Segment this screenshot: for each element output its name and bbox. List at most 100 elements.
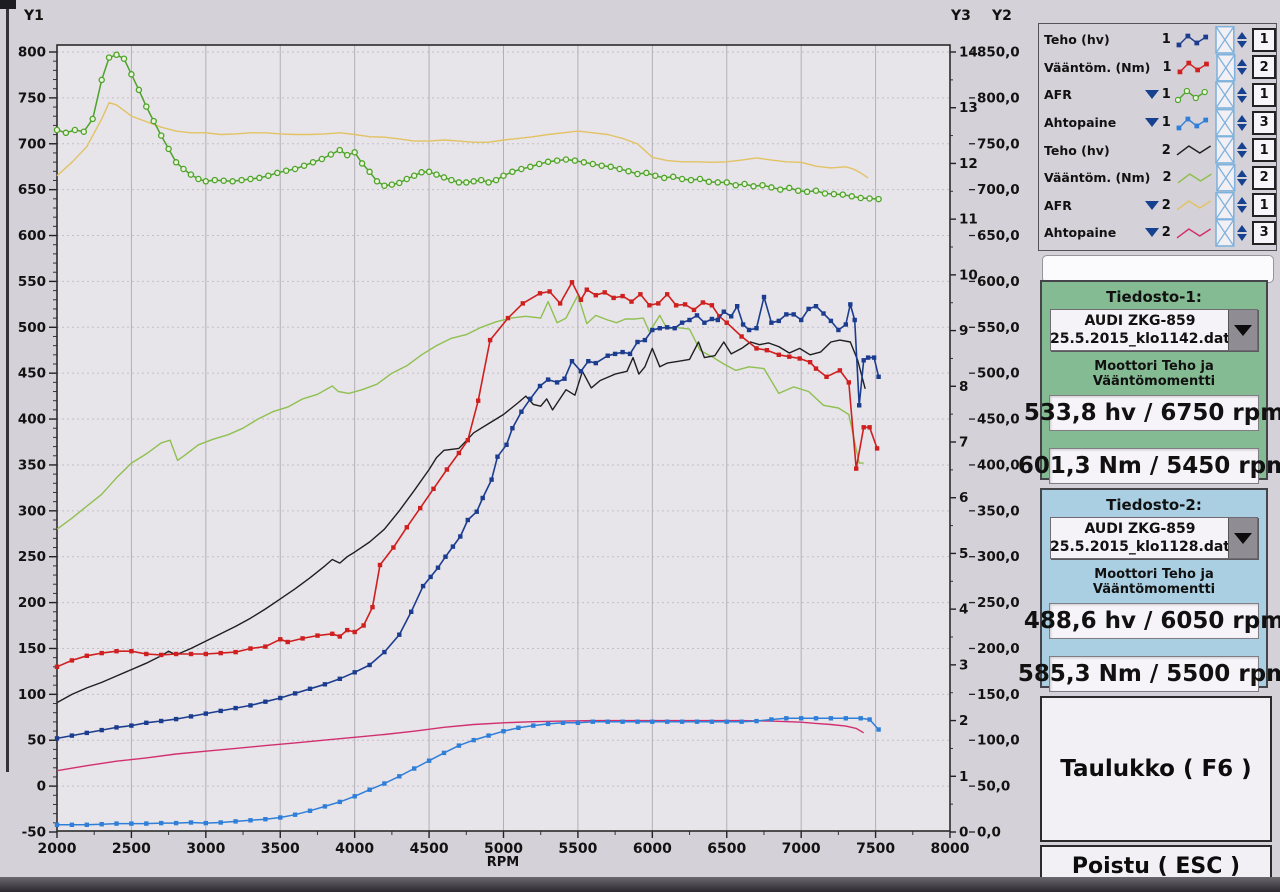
- legend-xbox-toggle[interactable]: [1215, 136, 1236, 164]
- svg-text:150: 150: [18, 641, 46, 657]
- legend-row-vaanto1[interactable]: Vääntöm. (Nm) 1 2: [1044, 53, 1276, 82]
- svg-text:700: 700: [18, 136, 46, 152]
- spinner-up-icon: [1237, 114, 1248, 122]
- svg-text:700,0: 700,0: [977, 182, 1020, 198]
- legend-run-number: 1: [1161, 32, 1171, 48]
- file1-select[interactable]: AUDI ZKG-859 25.5.2015_klo1142.dat: [1050, 309, 1258, 351]
- legend-label: Vääntöm. (Nm): [1044, 59, 1151, 75]
- svg-text:5000: 5000: [484, 841, 523, 857]
- svg-text:-50: -50: [22, 825, 46, 841]
- legend-xbox-toggle[interactable]: [1216, 53, 1236, 82]
- legend-xbox-toggle[interactable]: [1215, 191, 1236, 220]
- svg-text:450,0: 450,0: [977, 412, 1020, 428]
- legend-dropdown-icon[interactable]: [1143, 200, 1160, 210]
- legend-run-number: 2: [1161, 225, 1171, 241]
- file1-power-readout: 533,8 hv / 6750 rpm: [1024, 395, 1280, 431]
- scan-edge-corner: [0, 0, 16, 9]
- legend-axis-spinner[interactable]: [1237, 55, 1249, 79]
- legend-run-number: 1: [1161, 87, 1171, 103]
- legend-row-vaanto2[interactable]: Vääntöm. (Nm) 2 2: [1044, 163, 1276, 192]
- legend-axis-spinner[interactable]: [1236, 83, 1248, 107]
- spinner-down-icon: [1237, 233, 1248, 241]
- series-teho1: [54, 294, 881, 741]
- legend-line-sample: [1176, 33, 1208, 48]
- y1-axis-title: Y1: [24, 8, 44, 24]
- legend-row-ahtopaine1[interactable]: Ahtopaine 1 3: [1044, 108, 1276, 137]
- legend-xbox-toggle[interactable]: [1215, 81, 1236, 109]
- svg-text:14: 14: [959, 45, 978, 61]
- svg-text:12: 12: [959, 156, 978, 172]
- legend-row-afr2[interactable]: AFR 2 1: [1044, 191, 1276, 220]
- file1-panel: Tiedosto-1: AUDI ZKG-859 25.5.2015_klo11…: [1018, 280, 1280, 484]
- legend-dropdown-icon[interactable]: [1143, 118, 1160, 128]
- legend-row-teho2[interactable]: Teho (hv) 2 1: [1044, 136, 1276, 164]
- svg-text:250: 250: [18, 549, 46, 565]
- svg-text:6000: 6000: [633, 841, 672, 857]
- legend-line-sample: [1176, 145, 1211, 156]
- svg-text:2: 2: [959, 713, 968, 729]
- spinner-up-icon: [1237, 86, 1248, 94]
- legend-label: Vääntöm. (Nm): [1044, 170, 1151, 186]
- svg-text:300: 300: [18, 503, 46, 519]
- file2-perf-label: Moottori Teho ja Vääntömomentti: [1092, 567, 1216, 597]
- legend-dropdown-icon[interactable]: [1143, 90, 1160, 100]
- legend-row-ahtopaine2[interactable]: Ahtopaine 2 3: [1044, 219, 1276, 247]
- svg-text:600: 600: [18, 228, 46, 244]
- legend-axis-number[interactable]: 1: [1252, 27, 1276, 52]
- svg-text:500,0: 500,0: [977, 366, 1020, 382]
- legend-label: AFR: [1044, 197, 1072, 213]
- series-ahtopaine1: [54, 716, 881, 827]
- svg-text:800,0: 800,0: [977, 90, 1020, 106]
- legend-run-number: 1: [1161, 115, 1171, 131]
- svg-text:8000: 8000: [931, 841, 970, 857]
- legend-axis-spinner[interactable]: [1236, 28, 1248, 52]
- legend-row-teho1[interactable]: Teho (hv) 1 1: [1044, 26, 1276, 54]
- file1-dropdown-arrow-icon[interactable]: [1228, 310, 1257, 350]
- legend-axis-number[interactable]: 2: [1252, 165, 1276, 190]
- legend-xbox-toggle[interactable]: [1215, 219, 1236, 247]
- spinner-up-icon: [1237, 59, 1248, 67]
- dyno-chart: 8007507006506005505004504003503002502001…: [18, 44, 1020, 857]
- legend-axis-number[interactable]: 3: [1252, 110, 1276, 135]
- legend-row-afr1[interactable]: AFR 1 1: [1044, 81, 1276, 109]
- status-readout: [1042, 255, 1274, 283]
- svg-text:2500: 2500: [112, 841, 151, 857]
- svg-text:13: 13: [959, 100, 978, 116]
- legend-xbox-toggle[interactable]: [1216, 163, 1236, 192]
- svg-text:4500: 4500: [410, 841, 449, 857]
- legend-line-sample: [1176, 228, 1211, 239]
- legend-axis-number[interactable]: 2: [1252, 55, 1276, 80]
- spinner-down-icon: [1237, 151, 1248, 159]
- legend-xbox-toggle[interactable]: [1215, 26, 1236, 54]
- svg-text:7: 7: [959, 435, 968, 451]
- spinner-down-icon: [1237, 95, 1248, 103]
- legend-axis-spinner[interactable]: [1236, 111, 1248, 135]
- legend-axis-spinner[interactable]: [1236, 193, 1248, 217]
- svg-text:350: 350: [18, 457, 46, 473]
- legend-dropdown-icon[interactable]: [1143, 228, 1160, 238]
- scan-edge-left: [6, 0, 9, 772]
- legend-axis-number[interactable]: 1: [1252, 138, 1276, 163]
- spinner-up-icon: [1237, 197, 1248, 205]
- series-legend: Teho (hv) 1 1 Vääntöm. (Nm) 1 2 AFR 1 1 Ahtopaine…: [1038, 23, 1277, 251]
- svg-text:200: 200: [18, 595, 46, 611]
- legend-axis-spinner[interactable]: [1236, 221, 1248, 245]
- legend-axis-number[interactable]: 1: [1252, 193, 1276, 218]
- x-axis-title: RPM: [486, 855, 520, 870]
- svg-text:3000: 3000: [186, 841, 225, 857]
- legend-axis-number[interactable]: 1: [1252, 82, 1276, 107]
- file2-dropdown-arrow-icon[interactable]: [1228, 518, 1257, 558]
- legend-xbox-toggle[interactable]: [1215, 108, 1236, 137]
- legend-axis-number[interactable]: 3: [1252, 220, 1276, 245]
- taulukko-button[interactable]: Taulukko ( F6 ): [1040, 696, 1272, 842]
- svg-text:0: 0: [959, 825, 968, 841]
- legend-label: Teho (hv): [1044, 142, 1110, 158]
- legend-line-sample: [1177, 61, 1209, 75]
- svg-text:7500: 7500: [856, 841, 895, 857]
- legend-axis-spinner[interactable]: [1237, 166, 1249, 190]
- file1-selected-value: AUDI ZKG-859 25.5.2015_klo1142.dat: [1050, 312, 1230, 347]
- file2-select[interactable]: AUDI ZKG-859 25.5.2015_klo1128.dat: [1050, 517, 1258, 559]
- svg-text:350,0: 350,0: [977, 503, 1020, 519]
- legend-axis-spinner[interactable]: [1236, 138, 1248, 162]
- svg-text:7000: 7000: [782, 841, 821, 857]
